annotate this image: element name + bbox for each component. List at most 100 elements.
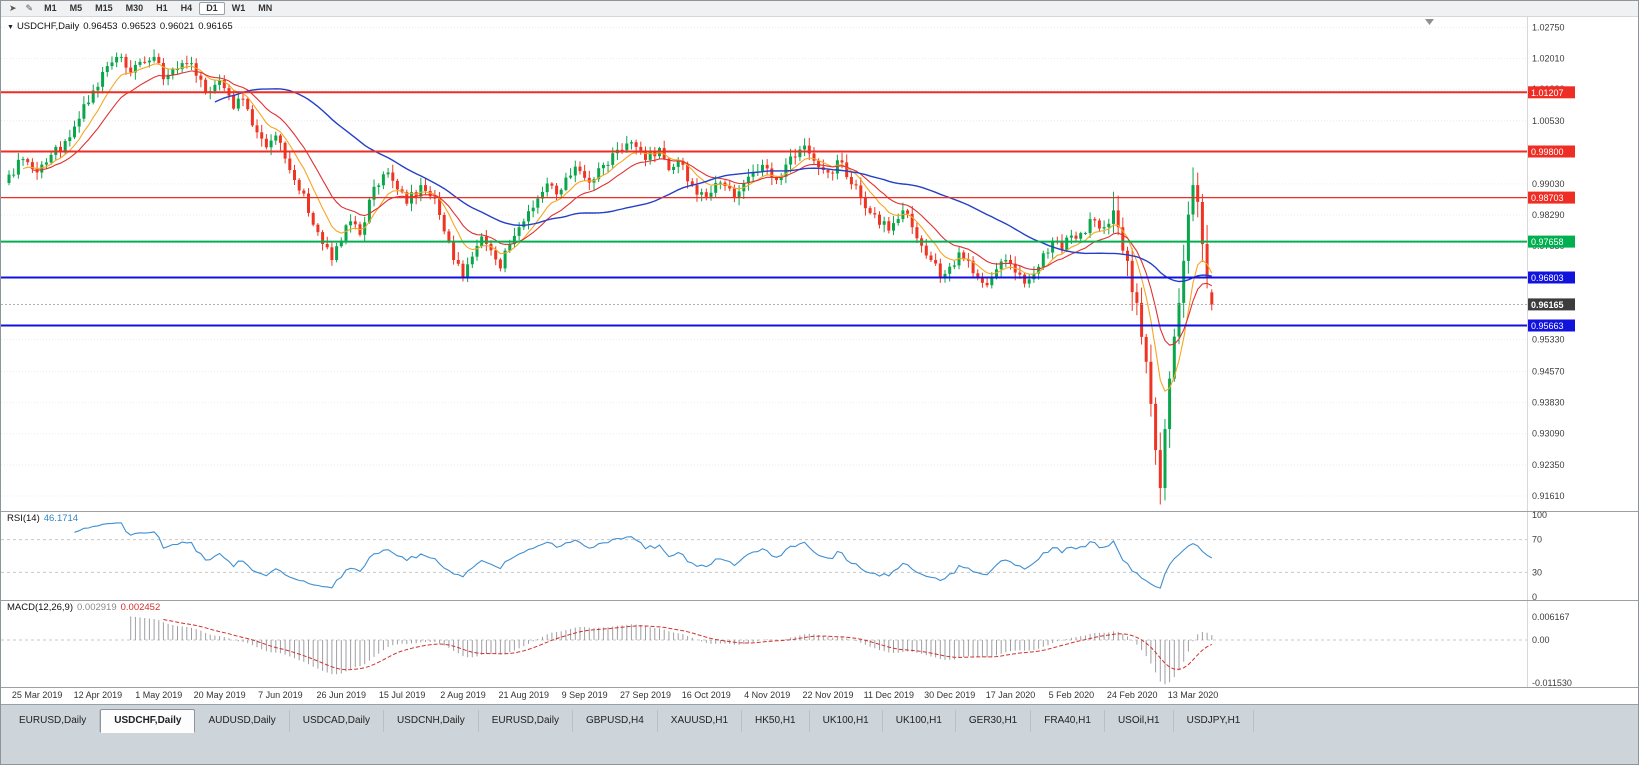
timeframe-m1-button[interactable]: M1	[44, 3, 57, 13]
chart-tab-usdcad-daily[interactable]: USDCAD,Daily	[290, 710, 384, 732]
ohlc-close: 0.96165	[198, 21, 233, 32]
svg-text:13 Mar 2020: 13 Mar 2020	[1168, 690, 1219, 700]
svg-text:4 Nov 2019: 4 Nov 2019	[744, 690, 790, 700]
price-tag-0.98703	[1528, 191, 1575, 204]
svg-text:1 May 2019: 1 May 2019	[135, 690, 182, 700]
chart-tab-xauusd-h1[interactable]: XAUUSD,H1	[658, 710, 743, 732]
svg-text:1.02750: 1.02750	[1532, 22, 1565, 32]
chart-shift-marker-icon[interactable]	[1425, 19, 1434, 25]
ma-slow-line	[214, 88, 1212, 283]
chart-tab-usoil-h1[interactable]: USOil,H1	[1105, 710, 1174, 732]
timeframe-w1-button[interactable]: W1	[231, 3, 246, 13]
chart-tab-ger30-h1[interactable]: GER30,H1	[956, 710, 1032, 732]
svg-text:16 Oct 2019: 16 Oct 2019	[682, 690, 731, 700]
timeframe-mn-button[interactable]: MN	[258, 3, 273, 13]
svg-text:0.97658: 0.97658	[1531, 237, 1564, 247]
timeframe-m15-button[interactable]: M15	[95, 3, 113, 13]
ohlc-low: 0.96021	[159, 21, 195, 32]
svg-text:30: 30	[1532, 567, 1542, 577]
svg-text:0.94570: 0.94570	[1532, 367, 1565, 377]
svg-text:1.01207: 1.01207	[1531, 88, 1564, 98]
svg-text:0.98290: 0.98290	[1532, 210, 1565, 220]
chart-tabbar: EURUSD,Daily USDCHF,Daily AUDUSD,Daily USDC…	[1, 704, 1638, 764]
svg-text:0.99800: 0.99800	[1531, 147, 1564, 157]
svg-text:0.00: 0.00	[1532, 635, 1550, 645]
macd-main-value: 0.002919	[77, 602, 117, 613]
svg-text:21 Aug 2019: 21 Aug 2019	[499, 690, 550, 700]
chart-tab-eurusd-daily[interactable]: EURUSD,Daily	[479, 710, 573, 732]
window-menu-icon[interactable]: ▼	[7, 24, 14, 31]
price-tag-1.01207	[1528, 86, 1575, 99]
svg-text:0.95330: 0.95330	[1532, 335, 1565, 345]
svg-text:-0.011530: -0.011530	[1532, 678, 1572, 688]
svg-text:0.99030: 0.99030	[1532, 179, 1565, 189]
chart-tab-audusd-daily[interactable]: AUDUSD,Daily	[195, 710, 290, 732]
svg-text:0.98703: 0.98703	[1531, 193, 1564, 203]
timeframe-m5-button[interactable]: M5	[69, 3, 83, 13]
chart-tab-gbpusd-h4[interactable]: GBPUSD,H4	[573, 710, 658, 732]
timeframe-toolbar: ➤ ✎ M1 M5 M15 M30 H1 H4 D1 W1 MN	[1, 1, 1638, 17]
chart-tab-uk100-h1[interactable]: UK100,H1	[883, 710, 956, 732]
svg-text:0.91610: 0.91610	[1532, 491, 1565, 501]
ma-mid-line	[32, 70, 1213, 346]
chart-header: ▼ USDCHF,Daily 0.96453 0.96523 0.96021 0.9616…	[7, 21, 233, 32]
rsi-line	[74, 522, 1213, 589]
svg-text:70: 70	[1532, 535, 1542, 545]
timeframe-h1-button[interactable]: H1	[156, 3, 168, 13]
date-axis-labels: 25 Mar 2019 12 Apr 2019 1 May 2019 20 May 2…	[12, 690, 1218, 700]
price-grid	[1, 26, 1527, 497]
svg-text:5 Feb 2020: 5 Feb 2020	[1049, 690, 1095, 700]
chart-tab-usdcnh-daily[interactable]: USDCNH,Daily	[384, 710, 479, 732]
svg-text:0.006167: 0.006167	[1532, 612, 1570, 622]
price-tag-0.96803	[1528, 271, 1575, 284]
price-tag-0.99800	[1528, 145, 1575, 158]
timeframe-d1-button[interactable]: D1	[199, 2, 225, 15]
svg-text:0.93830: 0.93830	[1532, 398, 1565, 408]
chart-symbol-title: USDCHF,Daily	[16, 21, 80, 32]
svg-text:0.93090: 0.93090	[1532, 429, 1565, 439]
svg-text:24 Feb 2020: 24 Feb 2020	[1107, 690, 1158, 700]
svg-text:0.96803: 0.96803	[1531, 273, 1564, 283]
timeframe-h4-button[interactable]: H4	[180, 3, 193, 13]
chart-tab-usdjpy-h1[interactable]: USDJPY,H1	[1174, 710, 1255, 732]
svg-text:12 Apr 2019: 12 Apr 2019	[74, 690, 123, 700]
rsi-axis-labels: 100 70 30 0	[1532, 510, 1547, 602]
price-chart-canvas[interactable]: 1.027501.020101.012801.005300.998000.990…	[1, 1, 1639, 703]
chart-tab-fra40-h1[interactable]: FRA40,H1	[1031, 710, 1105, 732]
macd-signal-value: 0.002452	[120, 602, 161, 613]
cursor-icon[interactable]: ➤	[9, 3, 17, 13]
svg-text:0.92350: 0.92350	[1532, 460, 1565, 470]
macd-signal-line	[163, 619, 1213, 671]
svg-text:25 Mar 2019: 25 Mar 2019	[12, 690, 63, 700]
svg-text:100: 100	[1532, 510, 1547, 520]
svg-text:30 Dec 2019: 30 Dec 2019	[924, 690, 975, 700]
ohlc-high: 0.96523	[121, 21, 156, 32]
rsi-value: 46.1714	[43, 513, 79, 524]
ma-fast-line	[22, 63, 1213, 392]
chart-tab-eurusd-daily[interactable]: EURUSD,Daily	[6, 710, 101, 732]
svg-text:22 Nov 2019: 22 Nov 2019	[802, 690, 853, 700]
svg-text:27 Sep 2019: 27 Sep 2019	[620, 690, 671, 700]
chart-tabs: EURUSD,Daily USDCHF,Daily AUDUSD,Daily USDC…	[1, 705, 1638, 733]
chart-tab-hk50-h1[interactable]: HK50,H1	[742, 710, 810, 732]
macd-axis-labels: 0.006167 0.00 -0.011530	[1532, 612, 1572, 688]
svg-text:17 Jan 2020: 17 Jan 2020	[986, 690, 1036, 700]
svg-text:9 Sep 2019: 9 Sep 2019	[562, 690, 608, 700]
svg-text:0.96165: 0.96165	[1531, 300, 1564, 310]
rsi-header: RSI(14) 46.1714	[7, 513, 78, 524]
svg-text:7 Jun 2019: 7 Jun 2019	[258, 690, 303, 700]
svg-text:20 May 2019: 20 May 2019	[194, 690, 246, 700]
svg-text:11 Dec 2019: 11 Dec 2019	[864, 690, 914, 700]
price-tag-0.97658	[1528, 235, 1575, 248]
pencil-icon[interactable]: ✎	[25, 3, 34, 13]
svg-text:1.00530: 1.00530	[1532, 116, 1565, 126]
price-tag-0.95663	[1528, 319, 1575, 332]
chart-tab-uk100-h1[interactable]: UK100,H1	[810, 710, 883, 732]
svg-text:26 Jun 2019: 26 Jun 2019	[317, 690, 367, 700]
timeframe-m30-button[interactable]: M30	[125, 3, 144, 13]
ohlc-open: 0.96453	[83, 21, 118, 32]
support-resistance-lines[interactable]	[1, 91, 1527, 327]
macd-histogram	[130, 616, 1213, 685]
chart-tab-usdchf-daily[interactable]: USDCHF,Daily	[100, 709, 196, 733]
price-tag-0.96165	[1528, 298, 1575, 311]
